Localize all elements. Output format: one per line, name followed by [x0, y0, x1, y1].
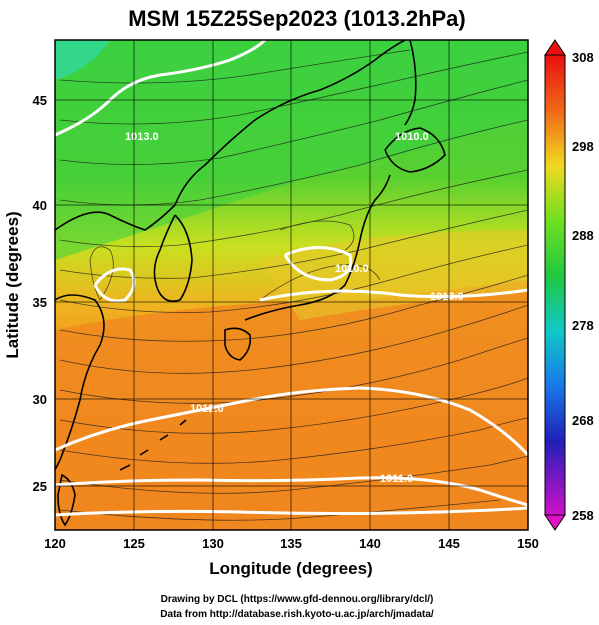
coastline-korea — [153, 214, 193, 303]
isobars — [55, 40, 528, 517]
colorbar-top-arrow — [544, 39, 566, 56]
isobar-1012 — [55, 386, 528, 457]
x-tick-label: 140 — [359, 536, 381, 551]
isobar-label-f: 1010.0 — [335, 263, 369, 275]
x-tick-label: 125 — [123, 536, 145, 551]
y-tick-label: 25 — [33, 479, 47, 494]
y-tick-label: 35 — [33, 295, 47, 310]
x-tick-labels: 120 125 130 135 140 145 150 — [44, 536, 539, 551]
coastline-kyushu — [224, 327, 252, 361]
coastline-ryukyu — [119, 419, 187, 471]
isobar-label-b: 1012.0 — [190, 403, 224, 415]
x-tick-label: 130 — [202, 536, 224, 551]
coastline-honshu — [244, 174, 391, 321]
isobar-1013-north — [55, 40, 267, 137]
y-tick-label: 30 — [33, 392, 47, 407]
isobar-label-c: 1013.0 — [125, 131, 159, 143]
colorbar-tick-label: 308 — [572, 50, 594, 65]
isobar-labels: 1013.0 1012.0 1013.0 1010.0 1011.0 1010.… — [125, 131, 464, 485]
footer-credit-line1: Drawing by DCL (https://www.gfd-dennou.o… — [161, 594, 434, 605]
colorbar-tick-label: 278 — [572, 318, 594, 333]
plot-area: 1013.0 1012.0 1013.0 1010.0 1011.0 1010.… — [55, 40, 528, 530]
colorbar-bottom-arrow — [544, 514, 566, 531]
colorbar-tick-label: 298 — [572, 139, 594, 154]
warm-sea-patch — [55, 280, 528, 530]
isobar-1013-south — [259, 288, 528, 302]
isobar-label-a: 1013.0 — [430, 291, 464, 303]
colorbar-tick-label: 288 — [572, 228, 594, 243]
x-tick-label: 150 — [517, 536, 539, 551]
isobar-label-d: 1010.0 — [395, 131, 429, 143]
x-tick-label: 135 — [280, 536, 302, 551]
footer-credit-line2: Data from http://database.rish.kyoto-u.a… — [160, 609, 434, 620]
x-axis-label: Longitude (degrees) — [209, 559, 372, 578]
cyan-patch — [55, 40, 110, 80]
colorbar-tick-label: 268 — [572, 413, 594, 428]
map-title: MSM 15Z25Sep2023 (1013.2hPa) — [128, 6, 466, 31]
x-tick-label: 145 — [438, 536, 460, 551]
coastline-asia-mainland — [55, 40, 406, 231]
coastlines — [55, 40, 446, 527]
lat-lon-grid — [55, 40, 528, 530]
colorbar-tick-label: 258 — [572, 508, 594, 523]
plot-frame — [54, 39, 529, 531]
y-tick-labels: 25 30 35 40 45 — [33, 93, 47, 494]
y-tick-label: 40 — [33, 198, 47, 213]
coastline-hokkaido — [384, 127, 446, 173]
isobar-1010 — [55, 506, 528, 517]
isobar-low-center — [283, 246, 353, 282]
x-tick-label: 120 — [44, 536, 66, 551]
coastline-china-east — [55, 294, 105, 471]
isobar-label-e: 1011.0 — [380, 473, 413, 485]
isobar-1011 — [55, 476, 528, 507]
colorbar: 308 298 288 278 268 258 — [544, 39, 594, 531]
colorbar-body — [544, 54, 566, 516]
y-axis-label: Latitude (degrees) — [3, 211, 22, 358]
y-tick-label: 45 — [33, 93, 47, 108]
